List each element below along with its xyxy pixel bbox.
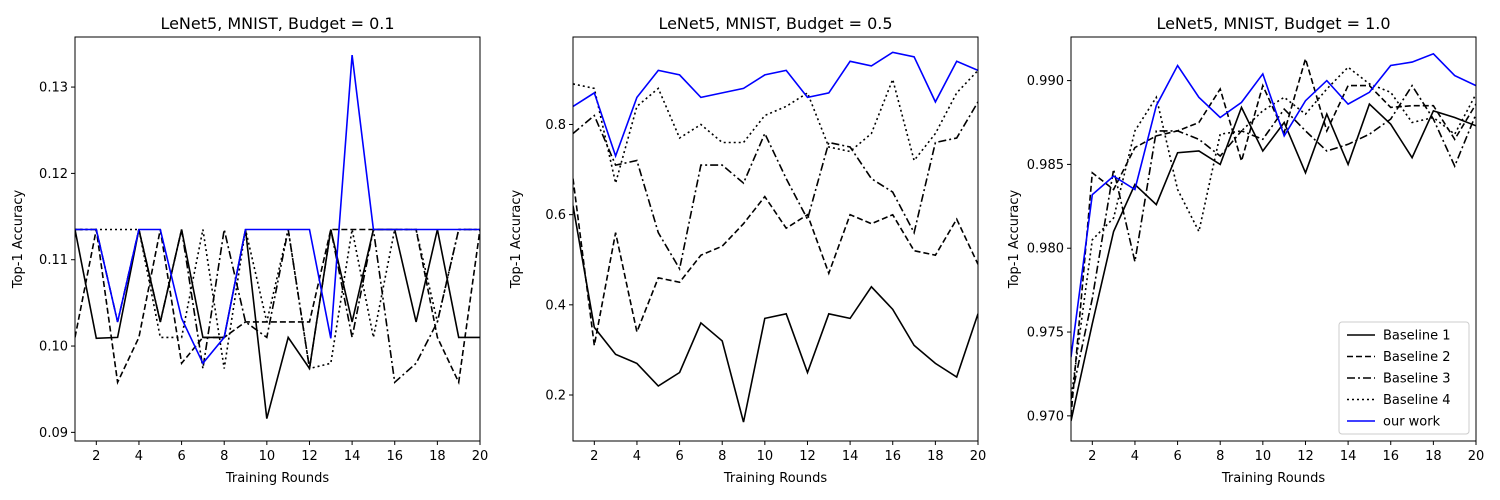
y-axis-label: Top-1 Accuracy xyxy=(509,190,524,290)
x-tick-label: 2 xyxy=(590,449,598,464)
x-axis-label: Training Rounds xyxy=(225,471,330,486)
x-tick-label: 12 xyxy=(799,449,816,464)
legend-entry-our-work: our work xyxy=(1383,415,1441,430)
y-tick-label: 0.990 xyxy=(1027,74,1064,89)
y-tick-label: 0.11 xyxy=(39,253,68,268)
y-tick-label: 0.12 xyxy=(39,167,68,182)
y-tick-label: 0.980 xyxy=(1027,242,1064,257)
x-tick-label: 10 xyxy=(757,449,774,464)
x-tick-label: 2 xyxy=(92,449,100,464)
axes-frame xyxy=(74,36,481,442)
y-tick-label: 0.09 xyxy=(39,426,68,441)
x-tick-label: 18 xyxy=(1425,449,1442,464)
y-tick-label: 0.13 xyxy=(39,81,68,96)
x-tick-label: 18 xyxy=(927,449,944,464)
x-tick-label: 8 xyxy=(220,449,228,464)
y-tick-label: 0.975 xyxy=(1027,326,1064,341)
x-tick-label: 14 xyxy=(1340,449,1357,464)
legend-entry-baseline-4: Baseline 4 xyxy=(1383,393,1451,408)
legend-entry-baseline-3: Baseline 3 xyxy=(1383,372,1451,387)
y-axis-label: Top-1 Accuracy xyxy=(1007,190,1022,290)
x-tick-label: 6 xyxy=(1173,449,1181,464)
x-tick-label: 20 xyxy=(1468,449,1485,464)
y-tick-label: 0.970 xyxy=(1027,409,1064,424)
subplot-title: LeNet5, MNIST, Budget = 0.1 xyxy=(160,14,394,33)
subplot-3: 2 4 6 8 10 12 14 16 18 20 0.970 0.975 0.980 0.985 0.99… xyxy=(1007,14,1484,486)
series-line-baseline-2 xyxy=(573,178,978,346)
legend-entry-baseline-1: Baseline 1 xyxy=(1383,329,1451,344)
x-tick-label: 14 xyxy=(842,449,859,464)
y-tick-label: 0.985 xyxy=(1027,158,1064,173)
subplot-1: 2 4 6 8 10 12 14 16 18 20 0.09 0.10 0.11 0.12 0.13 LeNe… xyxy=(11,14,488,486)
series-line-our-work xyxy=(1071,52,1476,358)
legend-entry-baseline-2: Baseline 2 xyxy=(1383,350,1451,365)
axes-frame xyxy=(1070,36,1477,442)
x-tick-label: 14 xyxy=(344,449,361,464)
series-line-our-work xyxy=(573,51,978,159)
x-tick-label: 10 xyxy=(259,449,276,464)
y-tick-label: 0.6 xyxy=(545,208,566,223)
series-line-baseline-2 xyxy=(1071,55,1476,416)
x-tick-label: 10 xyxy=(1255,449,1272,464)
x-tick-label: 4 xyxy=(633,449,641,464)
x-axis-label: Training Rounds xyxy=(1221,471,1326,486)
x-tick-label: 8 xyxy=(1216,449,1224,464)
series-line-baseline-3 xyxy=(573,101,978,271)
x-tick-label: 6 xyxy=(177,449,185,464)
series-line-baseline-3 xyxy=(1071,84,1476,400)
x-tick-label: 20 xyxy=(970,449,987,464)
x-tick-label: 16 xyxy=(386,449,403,464)
subplot-2: 2 4 6 8 10 12 14 16 18 20 0.2 0.4 0.6 0.8 LeNet5, MNIS… xyxy=(509,14,986,486)
x-tick-label: 2 xyxy=(1088,449,1096,464)
y-axis-label: Top-1 Accuracy xyxy=(11,190,26,290)
subplot-title: LeNet5, MNIST, Budget = 1.0 xyxy=(1156,14,1390,33)
y-tick-label: 0.4 xyxy=(545,298,566,313)
series-line-baseline-4 xyxy=(573,69,978,184)
x-tick-label: 12 xyxy=(301,449,318,464)
legend: Baseline 1 Baseline 2 Baseline 3 Baseline 4… xyxy=(1338,321,1470,435)
x-tick-label: 6 xyxy=(675,449,683,464)
y-tick-label: 0.8 xyxy=(545,118,566,133)
x-tick-label: 8 xyxy=(718,449,726,464)
x-tick-label: 12 xyxy=(1297,449,1314,464)
x-tick-label: 20 xyxy=(472,449,489,464)
series-line-baseline-1 xyxy=(1071,102,1476,422)
legend-box xyxy=(1338,321,1470,435)
subplot-title: LeNet5, MNIST, Budget = 0.5 xyxy=(658,14,892,33)
series-line-our-work xyxy=(75,55,480,365)
x-tick-label: 16 xyxy=(1382,449,1399,464)
x-tick-label: 4 xyxy=(135,449,143,464)
x-axis-label: Training Rounds xyxy=(723,471,828,486)
y-tick-label: 0.10 xyxy=(39,340,68,355)
axes-frame xyxy=(572,36,979,442)
series-line-baseline-1 xyxy=(573,205,978,423)
x-tick-label: 18 xyxy=(429,449,446,464)
x-tick-label: 4 xyxy=(1131,449,1139,464)
y-tick-label: 0.2 xyxy=(545,389,566,404)
x-tick-label: 16 xyxy=(884,449,901,464)
series-line-baseline-3 xyxy=(75,228,480,384)
